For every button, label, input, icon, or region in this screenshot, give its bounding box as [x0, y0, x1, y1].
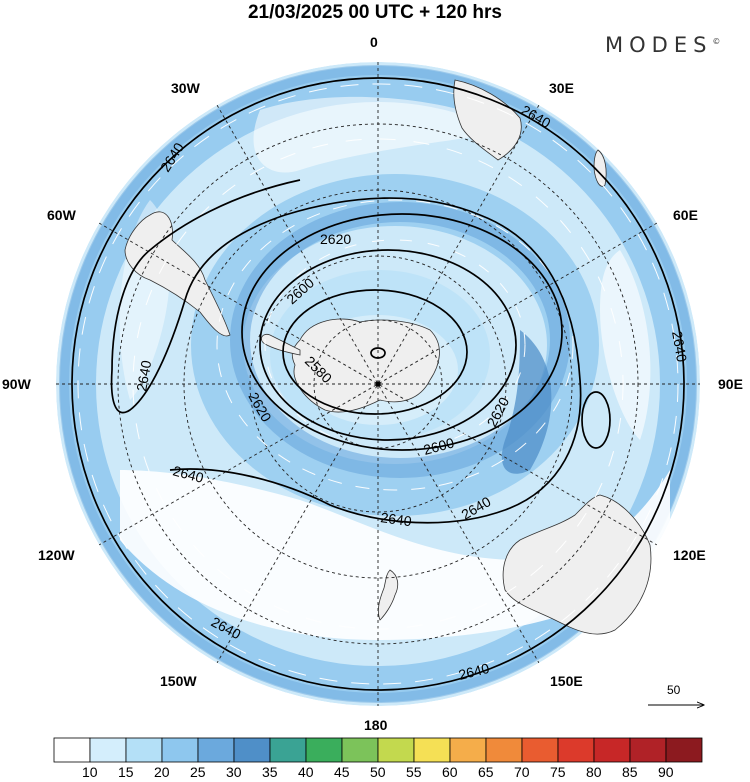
colorbar-tick-label: 10 [82, 764, 98, 780]
lon-label-60w: 60W [47, 207, 76, 223]
reference-vector-label: 50 [667, 683, 681, 697]
lon-label-60e: 60E [673, 207, 698, 223]
brand-logo: MODES© [605, 33, 720, 57]
colorbar-tick-label: 40 [298, 764, 314, 780]
colorbar-tick-label: 75 [550, 764, 566, 780]
colorbar-swatch [593, 737, 631, 763]
brand-mark: © [712, 37, 721, 46]
colorbar-swatch [449, 737, 487, 763]
colorbar-tick-label: 70 [514, 764, 530, 780]
colorbar-swatch [557, 737, 595, 763]
colorbar-tick-label: 30 [226, 764, 242, 780]
height-contours [71, 77, 685, 691]
colorbar-swatch [665, 737, 703, 763]
colorbar-swatch [125, 737, 163, 763]
contour-label: 2620 [320, 231, 351, 247]
contour-label: 2640 [669, 330, 690, 364]
colorbar-swatch [413, 737, 451, 763]
brand-name: MODES [605, 33, 713, 57]
new-zealand [377, 569, 399, 621]
lon-label-30w: 30W [171, 80, 200, 96]
contour-label: 2640 [380, 509, 413, 529]
colorbar-swatch [305, 737, 343, 763]
pole-marker [375, 381, 381, 387]
colorbar-tick-label: 65 [478, 764, 494, 780]
colorbar-tick-label: 50 [370, 764, 386, 780]
contour-label: 2640 [457, 660, 491, 683]
colorbar-swatch [521, 737, 559, 763]
colorbar-swatch [89, 737, 127, 763]
colorbar-tick-label: 35 [262, 764, 278, 780]
map-title: 21/03/2025 00 UTC + 120 hrs [247, 2, 503, 23]
colorbar-swatch [269, 737, 307, 763]
lon-label-180: 180 [364, 717, 388, 733]
lon-label-120w: 120W [38, 547, 75, 563]
lon-label-90e: 90E [718, 376, 743, 392]
colorbar-tick-label: 60 [442, 764, 458, 780]
contour-label: 2640 [133, 359, 154, 393]
colorbar-tick-label: 45 [334, 764, 350, 780]
africa [453, 79, 522, 161]
graticule [56, 62, 700, 706]
lon-label-120e: 120E [673, 547, 706, 563]
colorbar-tick-label: 20 [154, 764, 170, 780]
lon-label-90w: 90W [2, 376, 31, 392]
colorbar-tick-label: 55 [406, 764, 422, 780]
colorbar-tick-label: 85 [622, 764, 638, 780]
colorbar-swatch [161, 737, 199, 763]
colorbar-swatch [485, 737, 523, 763]
lon-label-30e: 30E [549, 80, 574, 96]
south-america [124, 211, 231, 337]
colorbar-swatch [233, 737, 271, 763]
australia [502, 494, 652, 635]
antarctica [291, 318, 440, 413]
colorbar-swatch [629, 737, 667, 763]
lon-label-150w: 150W [160, 673, 197, 689]
colorbar-swatch [53, 737, 91, 763]
lon-label-0: 0 [370, 34, 378, 50]
wind-vectors [77, 83, 679, 685]
colorbar-tick-label: 90 [658, 764, 674, 780]
colorbar-swatch [377, 737, 415, 763]
colorbar-tick-label: 80 [586, 764, 602, 780]
colorbar-tick-label: 25 [190, 764, 206, 780]
contour-label: 2600 [422, 434, 456, 458]
colorbar-swatch [341, 737, 379, 763]
land-masses [124, 79, 652, 635]
contour-label: 2640 [171, 462, 205, 486]
colorbar-tick-label: 15 [118, 764, 134, 780]
colorbar [53, 737, 703, 763]
lon-label-150e: 150E [550, 673, 583, 689]
colorbar-swatch [197, 737, 235, 763]
